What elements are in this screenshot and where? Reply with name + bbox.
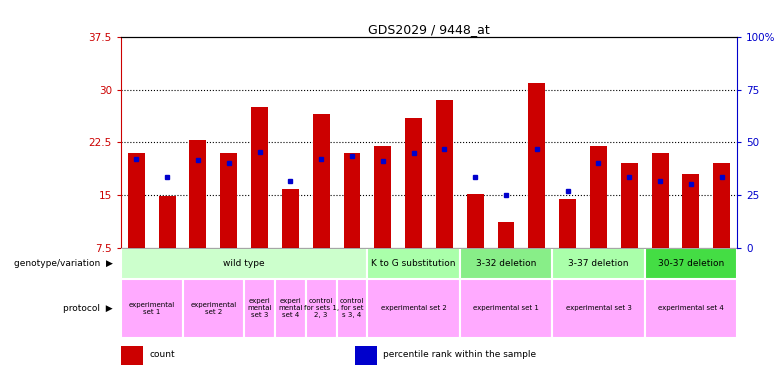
Bar — [644, 248, 737, 279]
Bar — [282, 189, 299, 248]
Bar — [405, 118, 422, 248]
Bar — [682, 174, 700, 248]
Text: control
for set
s 3, 4: control for set s 3, 4 — [340, 298, 364, 318]
Text: control
for sets 1,
2, 3: control for sets 1, 2, 3 — [303, 298, 339, 318]
Text: wild type: wild type — [223, 259, 265, 268]
Bar — [337, 279, 367, 338]
Text: 30-37 deletion: 30-37 deletion — [658, 259, 724, 268]
Bar — [355, 346, 378, 364]
Bar — [559, 198, 576, 248]
Text: experimental
set 1: experimental set 1 — [129, 302, 175, 315]
Bar — [121, 279, 183, 338]
Bar — [367, 279, 460, 338]
Text: experimental set 1: experimental set 1 — [473, 305, 539, 311]
Bar — [460, 279, 552, 338]
Text: genotype/variation  ▶: genotype/variation ▶ — [14, 259, 113, 268]
Bar — [552, 248, 644, 279]
Bar — [275, 279, 306, 338]
Title: GDS2029 / 9448_at: GDS2029 / 9448_at — [368, 23, 490, 36]
Bar — [158, 196, 176, 248]
Bar — [460, 248, 552, 279]
Text: experimental set 4: experimental set 4 — [658, 305, 724, 311]
Bar — [313, 114, 330, 248]
Bar — [306, 279, 337, 338]
Bar — [713, 164, 730, 248]
Text: percentile rank within the sample: percentile rank within the sample — [384, 350, 537, 359]
Bar — [590, 146, 607, 248]
Text: K to G substitution: K to G substitution — [371, 259, 456, 268]
Bar — [220, 153, 237, 248]
Text: experimental
set 2: experimental set 2 — [190, 302, 236, 315]
Bar — [552, 279, 644, 338]
Bar — [374, 146, 392, 248]
Bar — [128, 153, 145, 248]
Text: count: count — [149, 350, 175, 359]
Bar — [251, 108, 268, 248]
Text: 3-32 deletion: 3-32 deletion — [476, 259, 536, 268]
Bar — [343, 153, 360, 248]
Bar — [190, 140, 207, 248]
Bar — [466, 194, 484, 248]
Text: experimental set 2: experimental set 2 — [381, 305, 446, 311]
Text: experimental set 3: experimental set 3 — [566, 305, 631, 311]
Text: 3-37 deletion: 3-37 deletion — [568, 259, 629, 268]
Bar — [651, 153, 668, 248]
Bar — [621, 164, 638, 248]
Bar — [498, 222, 515, 248]
Bar — [436, 100, 453, 248]
Text: experi
mental
set 3: experi mental set 3 — [247, 298, 271, 318]
Bar — [244, 279, 275, 338]
Bar — [528, 83, 545, 248]
Bar — [121, 346, 143, 364]
Bar — [644, 279, 737, 338]
Text: protocol  ▶: protocol ▶ — [63, 304, 113, 313]
Text: experi
mental
set 4: experi mental set 4 — [278, 298, 303, 318]
Bar — [183, 279, 244, 338]
Bar — [121, 248, 367, 279]
Bar — [367, 248, 460, 279]
